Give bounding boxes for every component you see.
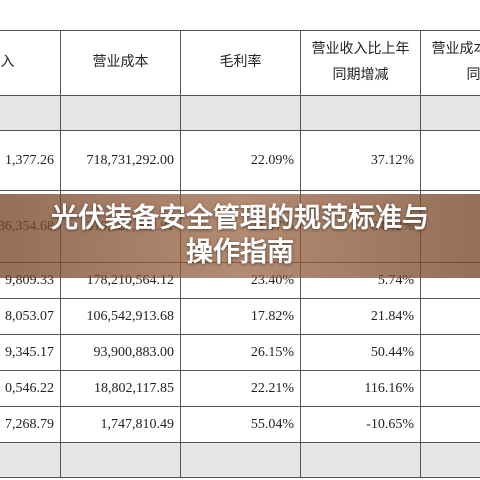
empty-cell bbox=[420, 370, 480, 407]
empty-cell bbox=[420, 298, 480, 335]
header-cell: 收入 bbox=[0, 30, 61, 96]
empty-cell bbox=[420, 95, 480, 131]
cell: 50.44% bbox=[300, 334, 421, 371]
cell: 8,053.07 bbox=[0, 298, 61, 335]
cell: 116.16% bbox=[300, 370, 421, 407]
cell: -10.65% bbox=[300, 406, 421, 443]
cell: 55.04% bbox=[180, 406, 301, 443]
empty-cell bbox=[420, 130, 480, 191]
section-row bbox=[0, 95, 480, 131]
cell: 37.12% bbox=[300, 130, 421, 191]
header-row: 收入营业成本毛利率营业收入比上年同期增减营业成本比上年同期 bbox=[0, 30, 480, 96]
title-banner: 光伏装备安全管理的规范标准与操作指南 bbox=[0, 194, 480, 278]
cell: 22.21% bbox=[180, 370, 301, 407]
section-row bbox=[0, 442, 480, 478]
data-row: 8,053.07 106,542,913.68 17.82% 21.84% bbox=[0, 298, 480, 335]
cell: 718,731,292.00 bbox=[60, 130, 181, 191]
header-cell: 营业成本 bbox=[60, 30, 181, 96]
empty-cell bbox=[420, 334, 480, 371]
empty-cell bbox=[60, 95, 181, 131]
cell: 106,542,913.68 bbox=[60, 298, 181, 335]
header-cell: 营业收入比上年同期增减 bbox=[300, 30, 421, 96]
empty-cell bbox=[300, 95, 421, 131]
cell: 21.84% bbox=[300, 298, 421, 335]
empty-cell bbox=[180, 442, 301, 478]
empty-cell bbox=[420, 442, 480, 478]
cell: 0,546.22 bbox=[0, 370, 61, 407]
cell: 1,747,810.49 bbox=[60, 406, 181, 443]
empty-cell bbox=[300, 442, 421, 478]
cell: 7,268.79 bbox=[0, 406, 61, 443]
cell: 18,802,117.85 bbox=[60, 370, 181, 407]
header-cell: 毛利率 bbox=[180, 30, 301, 96]
cell: 93,900,883.00 bbox=[60, 334, 181, 371]
empty-cell bbox=[420, 406, 480, 443]
empty-cell bbox=[0, 442, 61, 478]
cell: 17.82% bbox=[180, 298, 301, 335]
empty-cell bbox=[60, 442, 181, 478]
cell: 9,345.17 bbox=[0, 334, 61, 371]
empty-cell bbox=[180, 95, 301, 131]
header-cell: 营业成本比上年同期 bbox=[420, 30, 480, 96]
data-row: 1,377.26 718,731,292.00 22.09% 37.12% bbox=[0, 130, 480, 191]
empty-cell bbox=[0, 95, 61, 131]
data-row: 0,546.22 18,802,117.85 22.21% 116.16% bbox=[0, 370, 480, 407]
data-row: 9,345.17 93,900,883.00 26.15% 50.44% bbox=[0, 334, 480, 371]
data-row: 7,268.79 1,747,810.49 55.04% -10.65% bbox=[0, 406, 480, 443]
title: 光伏装备安全管理的规范标准与操作指南 bbox=[51, 203, 429, 268]
cell: 1,377.26 bbox=[0, 130, 61, 191]
cell: 22.09% bbox=[180, 130, 301, 191]
cell: 26.15% bbox=[180, 334, 301, 371]
